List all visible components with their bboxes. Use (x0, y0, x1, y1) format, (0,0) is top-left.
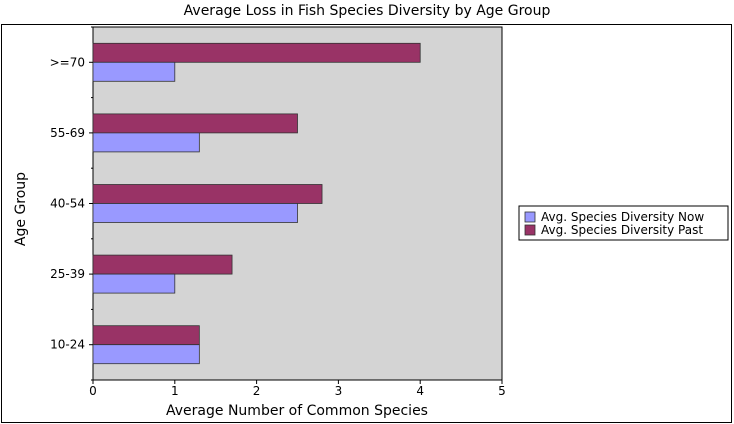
bars (92, 42, 421, 365)
bar-now-25-39 (92, 273, 176, 294)
y-tick-label: 55-69 (50, 126, 85, 140)
bar-now->=70 (92, 61, 176, 82)
bar-past-25-39 (92, 254, 233, 275)
axes: 10-24 25-39 40-54 55-69 >=70 0 1 2 3 4 5 (50, 26, 506, 398)
y-axis-title: Age Group (13, 172, 29, 246)
x-tick-label: 1 (171, 384, 179, 398)
legend-box (518, 205, 729, 241)
chart-frame (1, 24, 732, 423)
legend-label: Avg. Species Diversity Past (541, 223, 703, 237)
bar-past-10-24 (92, 325, 200, 346)
y-tick-label: 40-54 (50, 197, 85, 211)
x-tick-label: 0 (89, 384, 97, 398)
bar-now-40-54 (92, 203, 298, 223)
legend-swatch (524, 224, 536, 236)
bar-past->=70 (92, 42, 421, 63)
x-axis-title: Average Number of Common Species (166, 403, 428, 419)
legend-label: Avg. Species Diversity Now (541, 210, 704, 224)
bar-past-55-69 (92, 113, 298, 134)
x-tick-label: 4 (416, 384, 424, 398)
y-tick-label: 10-24 (50, 338, 85, 352)
x-tick-label: 3 (335, 384, 343, 398)
x-tick-label: 5 (498, 384, 506, 398)
bar-now-55-69 (92, 132, 200, 153)
x-tick-label: 2 (253, 384, 261, 398)
y-tick-label: >=70 (50, 55, 85, 69)
y-tick-label: 25-39 (50, 267, 85, 281)
legend-swatch (524, 211, 536, 223)
bar-now-10-24 (92, 344, 200, 365)
bar-past-40-54 (92, 184, 323, 204)
chart-title: Average Loss in Fish Species Diversity b… (183, 3, 551, 19)
